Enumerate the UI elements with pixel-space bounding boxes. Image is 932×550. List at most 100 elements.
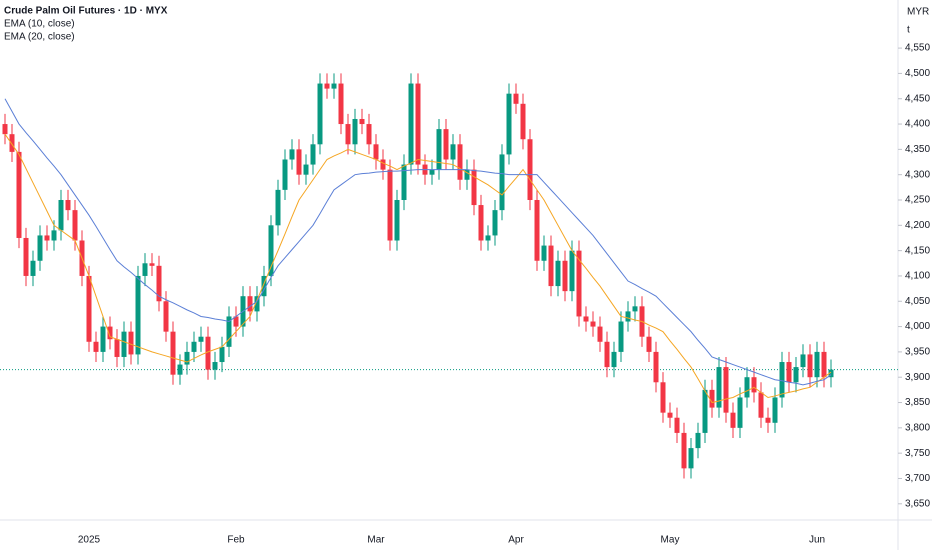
candle-body <box>702 389 708 433</box>
candle-body <box>184 351 190 365</box>
candle-body <box>58 200 64 231</box>
candle-body <box>317 83 323 145</box>
candle-body <box>695 432 701 449</box>
candle-body <box>16 151 22 238</box>
candle-body <box>100 326 106 352</box>
candle-body <box>338 83 344 125</box>
candle-body <box>219 346 225 363</box>
y-tick-label: 3,800 <box>905 422 930 433</box>
candle-body <box>513 93 519 104</box>
candle-body <box>121 331 127 357</box>
candle-body <box>744 377 750 398</box>
x-tick-label: Feb <box>227 535 245 546</box>
candle-body <box>555 260 561 287</box>
candle-body <box>247 296 253 312</box>
candle-body <box>205 336 211 370</box>
candle-body <box>44 235 50 241</box>
candle-body <box>646 336 652 352</box>
x-tick-label: Mar <box>367 535 385 546</box>
y-tick-label: 4,550 <box>905 43 930 54</box>
candle-body <box>114 339 120 357</box>
candle-body <box>506 93 512 155</box>
ema-line <box>4 133 832 404</box>
legend-entry: EMA (20, close) <box>4 32 75 43</box>
candle-body <box>268 225 274 276</box>
candle-body <box>303 164 309 175</box>
candle-body <box>394 200 400 241</box>
y-tick-label: 3,900 <box>905 372 930 383</box>
candle-body <box>737 397 743 428</box>
candle-body <box>604 341 610 368</box>
candle-body <box>429 169 435 175</box>
candle-body <box>772 397 778 423</box>
candle-body <box>436 129 442 170</box>
candle-body <box>191 341 197 352</box>
y-tick-label: 3,750 <box>905 448 930 459</box>
candle-body <box>86 275 92 342</box>
candle-body <box>72 210 78 241</box>
candle-body <box>408 83 414 165</box>
candle-body <box>345 124 351 145</box>
y-tick-label: 3,700 <box>905 473 930 484</box>
candle-body <box>226 316 232 347</box>
candle-body <box>352 118 358 145</box>
candle-body <box>23 237 29 276</box>
y-tick-label: 4,350 <box>905 144 930 155</box>
candle-body <box>625 311 631 322</box>
candle-body <box>709 389 715 408</box>
candle-body <box>807 354 813 378</box>
candle-body <box>520 103 526 140</box>
candle-body <box>541 245 547 261</box>
candle-body <box>310 144 316 165</box>
candle-body <box>730 412 736 428</box>
candle-body <box>660 382 666 413</box>
candle-body <box>135 275 141 355</box>
candle-body <box>275 189 281 226</box>
candle-body <box>793 367 799 383</box>
candle-body <box>37 235 43 261</box>
candle-body <box>30 260 36 276</box>
candle-body <box>632 306 638 312</box>
candle-body <box>254 296 260 312</box>
candle-body <box>576 250 582 317</box>
legend-entry: EMA (10, close) <box>4 19 75 30</box>
ema-line <box>4 98 832 386</box>
candle-body <box>324 83 330 89</box>
x-tick-label: Jun <box>809 535 825 546</box>
candle-body <box>583 316 589 322</box>
candle-body <box>597 326 603 342</box>
candle-body <box>765 417 771 423</box>
x-tick-label: May <box>661 535 680 546</box>
candle-body <box>9 134 15 152</box>
candle-body <box>800 354 806 368</box>
y-tick-label: 4,250 <box>905 195 930 206</box>
candle-body <box>667 412 673 418</box>
candle-body <box>51 230 57 241</box>
candle-body <box>415 83 421 165</box>
candle-body <box>2 124 8 135</box>
candle-body <box>527 139 533 200</box>
candle-body <box>471 169 477 206</box>
candle-body <box>198 336 204 342</box>
candle-body <box>233 316 239 327</box>
candle-body <box>177 364 183 375</box>
candle-body <box>366 124 372 145</box>
candle-body <box>142 263 148 276</box>
x-tick-label: 2025 <box>78 535 101 546</box>
y-tick-label: 4,150 <box>905 245 930 256</box>
y-tick-label: 4,450 <box>905 93 930 104</box>
y-tick-label: 4,100 <box>905 271 930 282</box>
candle-body <box>786 362 792 383</box>
candle-body <box>282 159 288 190</box>
candle-body <box>464 169 470 180</box>
candle-body <box>828 369 834 378</box>
candle-body <box>289 149 295 160</box>
candle-body <box>548 245 554 287</box>
candle-body <box>170 331 176 375</box>
candle-body <box>688 448 694 469</box>
candle-body <box>149 263 155 266</box>
y-tick-label: 3,850 <box>905 397 930 408</box>
candle-body <box>450 144 456 160</box>
